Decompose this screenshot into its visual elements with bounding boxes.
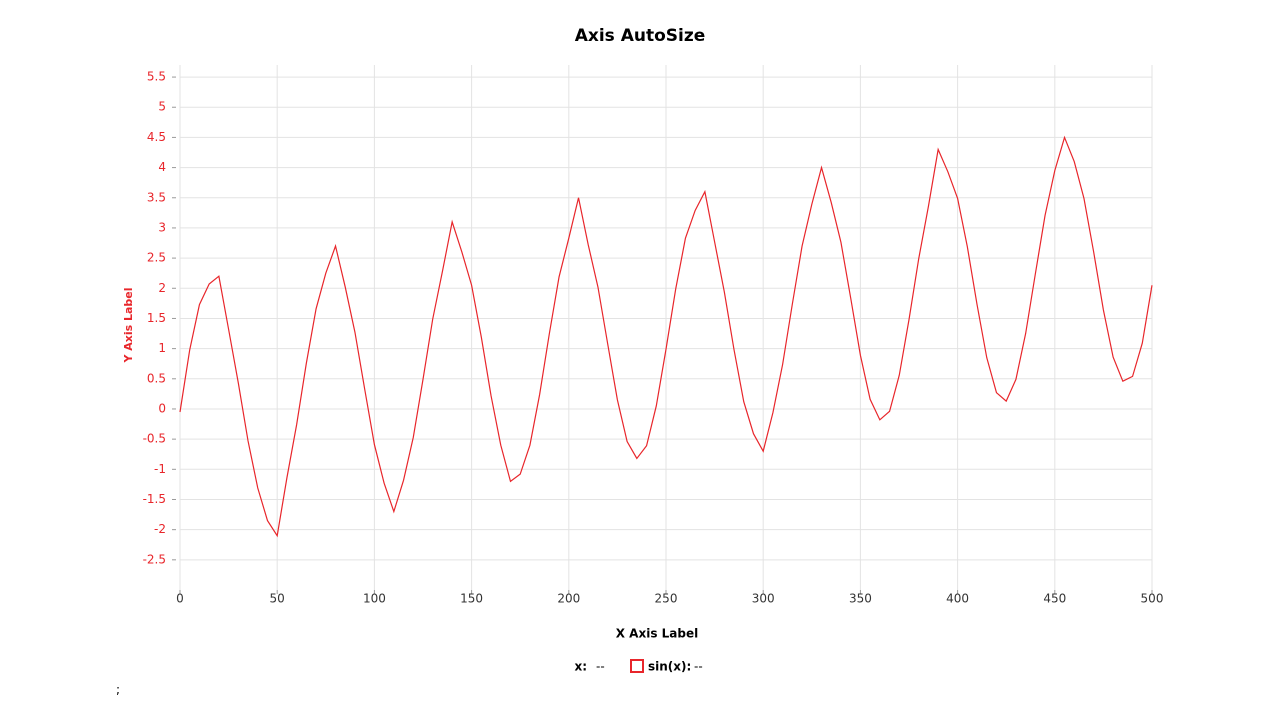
y-tick-label: 3 [158, 220, 166, 234]
readout-x-value: -- [596, 660, 605, 674]
y-tick-label: 1 [158, 341, 166, 355]
y-axis-label: Y Axis Label [122, 287, 135, 363]
legend-swatch [630, 659, 644, 673]
x-tick-label: 450 [1043, 592, 1066, 606]
y-tick-label: -0.5 [143, 432, 166, 446]
x-tick-label: 500 [1141, 592, 1164, 606]
x-tick-label: 0 [176, 592, 184, 606]
y-tick-label: 2.5 [147, 251, 166, 265]
y-tick-label: -1.5 [143, 492, 166, 506]
x-tick-label: 150 [460, 592, 483, 606]
y-tick-label: -1 [154, 462, 166, 476]
chart-title: Axis AutoSize [575, 26, 706, 46]
y-tick-label: 4 [158, 160, 166, 174]
y-tick-label: 5 [158, 100, 166, 114]
readout-x-label: x: [574, 660, 587, 674]
stray-text: ; [116, 683, 120, 697]
x-tick-label: 400 [946, 592, 969, 606]
x-tick-label: 250 [655, 592, 678, 606]
y-tick-label: 0.5 [147, 371, 166, 385]
readout-series-value: -- [694, 660, 703, 674]
x-axis-label: X Axis Label [616, 627, 698, 641]
x-tick-label: 200 [557, 592, 580, 606]
y-tick-label: -2.5 [143, 552, 166, 566]
x-tick-label: 100 [363, 592, 386, 606]
x-tick-label: 350 [849, 592, 872, 606]
data-line [179, 135, 1153, 538]
y-tick-label: 1.5 [147, 311, 166, 325]
x-tick-label: 50 [270, 592, 285, 606]
legend-label: sin(x): [648, 660, 691, 674]
x-tick-label: 300 [752, 592, 775, 606]
y-tick-label: 5.5 [147, 70, 166, 84]
y-tick-label: 2 [158, 281, 166, 295]
y-tick-label: 3.5 [147, 190, 166, 204]
y-tick-label: 4.5 [147, 130, 166, 144]
y-tick-label: -2 [154, 522, 166, 536]
y-tick-label: 0 [158, 401, 166, 415]
